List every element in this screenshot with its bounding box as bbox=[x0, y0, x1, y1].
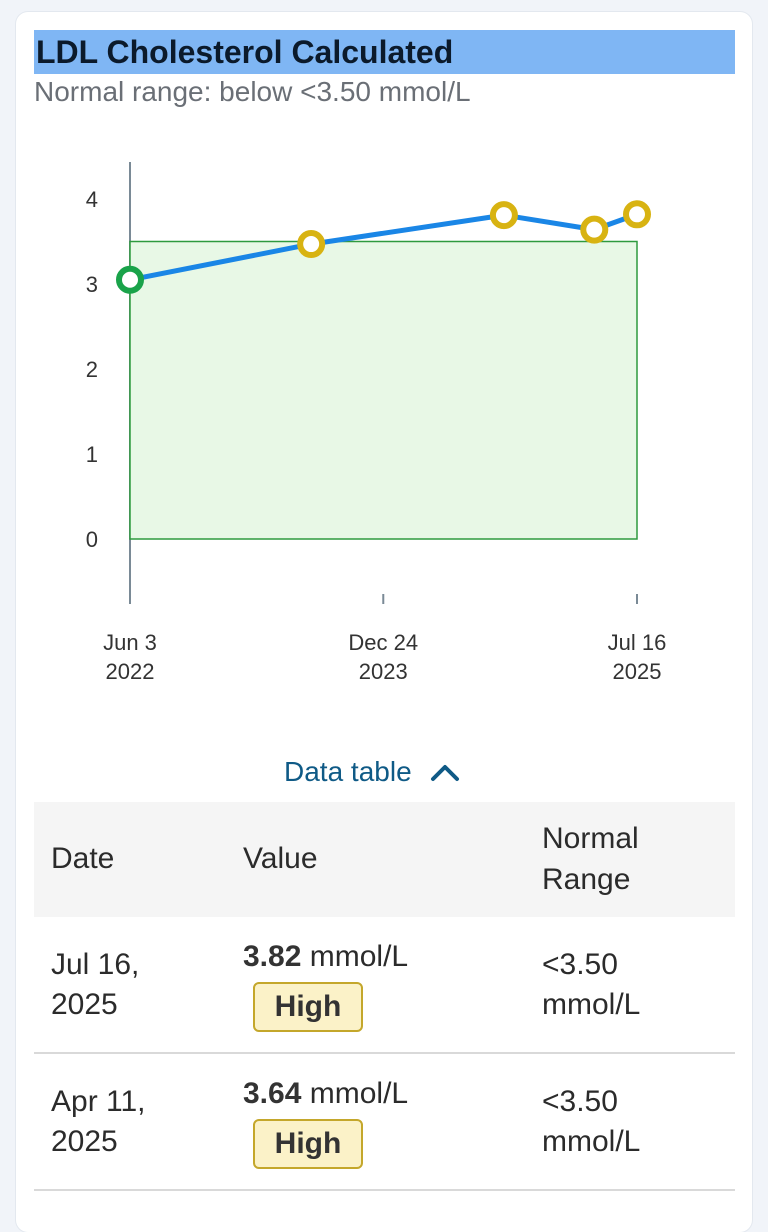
x-tick-label: Jul 16 bbox=[608, 630, 667, 655]
data-table-toggle[interactable]: Data table bbox=[284, 752, 460, 792]
row-value: 3.64 mmol/L bbox=[243, 1074, 408, 1114]
row-value-number: 3.82 bbox=[243, 940, 302, 973]
row-value-number: 3.64 bbox=[243, 1077, 302, 1110]
row-date-line2: 2025 bbox=[51, 1125, 118, 1158]
y-tick-label: 2 bbox=[86, 357, 98, 382]
trend-chart: 0 1 2 3 4 Jun 3 2022 Dec 24 2023 Jul 16 2025 bbox=[86, 162, 666, 684]
test-title: LDL Cholesterol Calculated bbox=[34, 30, 735, 74]
x-tick-label: Jun 3 bbox=[103, 630, 157, 655]
row-range-line1: <3.50 bbox=[542, 948, 618, 981]
row-range-line1: <3.50 bbox=[542, 1085, 618, 1118]
status-badge: High bbox=[253, 982, 363, 1032]
x-tick-label-year: 2023 bbox=[359, 659, 408, 684]
row-range-line2: mmol/L bbox=[542, 988, 641, 1021]
y-axis: 0 1 2 3 4 bbox=[86, 162, 131, 596]
data-point-high bbox=[580, 215, 609, 244]
header-value: Value bbox=[243, 842, 318, 875]
data-point-high bbox=[297, 230, 326, 259]
data-point-high bbox=[623, 200, 651, 229]
row-divider bbox=[34, 1189, 735, 1191]
points-layer bbox=[116, 200, 651, 294]
row-value-unit: mmol/L bbox=[309, 1077, 409, 1110]
header-date: Date bbox=[51, 842, 115, 875]
x-tick-label-year: 2025 bbox=[613, 659, 662, 684]
y-tick-label: 0 bbox=[86, 527, 98, 552]
y-tick-label: 1 bbox=[86, 442, 98, 467]
row-divider bbox=[34, 1052, 735, 1054]
data-point-high bbox=[489, 201, 518, 230]
header-range-line1: Normal bbox=[542, 822, 639, 855]
x-axis: Jun 3 2022 Dec 24 2023 Jul 16 2025 bbox=[103, 594, 666, 684]
data-table-header bbox=[34, 802, 735, 917]
normal-range-layer bbox=[129, 240, 638, 540]
row-range-line2: mmol/L bbox=[542, 1125, 641, 1158]
chevron-up-icon bbox=[430, 765, 459, 781]
data-point-normal bbox=[116, 265, 144, 294]
data-table-toggle-label: Data table bbox=[284, 756, 412, 787]
status-badge: High bbox=[253, 1119, 363, 1169]
y-tick-label: 3 bbox=[86, 272, 98, 297]
header-range-line2: Range bbox=[542, 863, 631, 896]
x-tick-label-year: 2022 bbox=[106, 659, 155, 684]
row-date-line1: Apr 11, bbox=[51, 1085, 146, 1118]
row-value: 3.82 mmol/L bbox=[243, 937, 408, 977]
row-value-unit: mmol/L bbox=[309, 940, 409, 973]
x-tick-label: Dec 24 bbox=[348, 630, 418, 655]
y-tick-label: 4 bbox=[86, 187, 98, 212]
normal-range-band bbox=[129, 240, 638, 540]
normal-range-subtitle: Normal range: below <3.50 mmol/L bbox=[34, 76, 471, 107]
row-date-line1: Jul 16, bbox=[51, 948, 140, 981]
row-date-line2: 2025 bbox=[51, 988, 118, 1021]
